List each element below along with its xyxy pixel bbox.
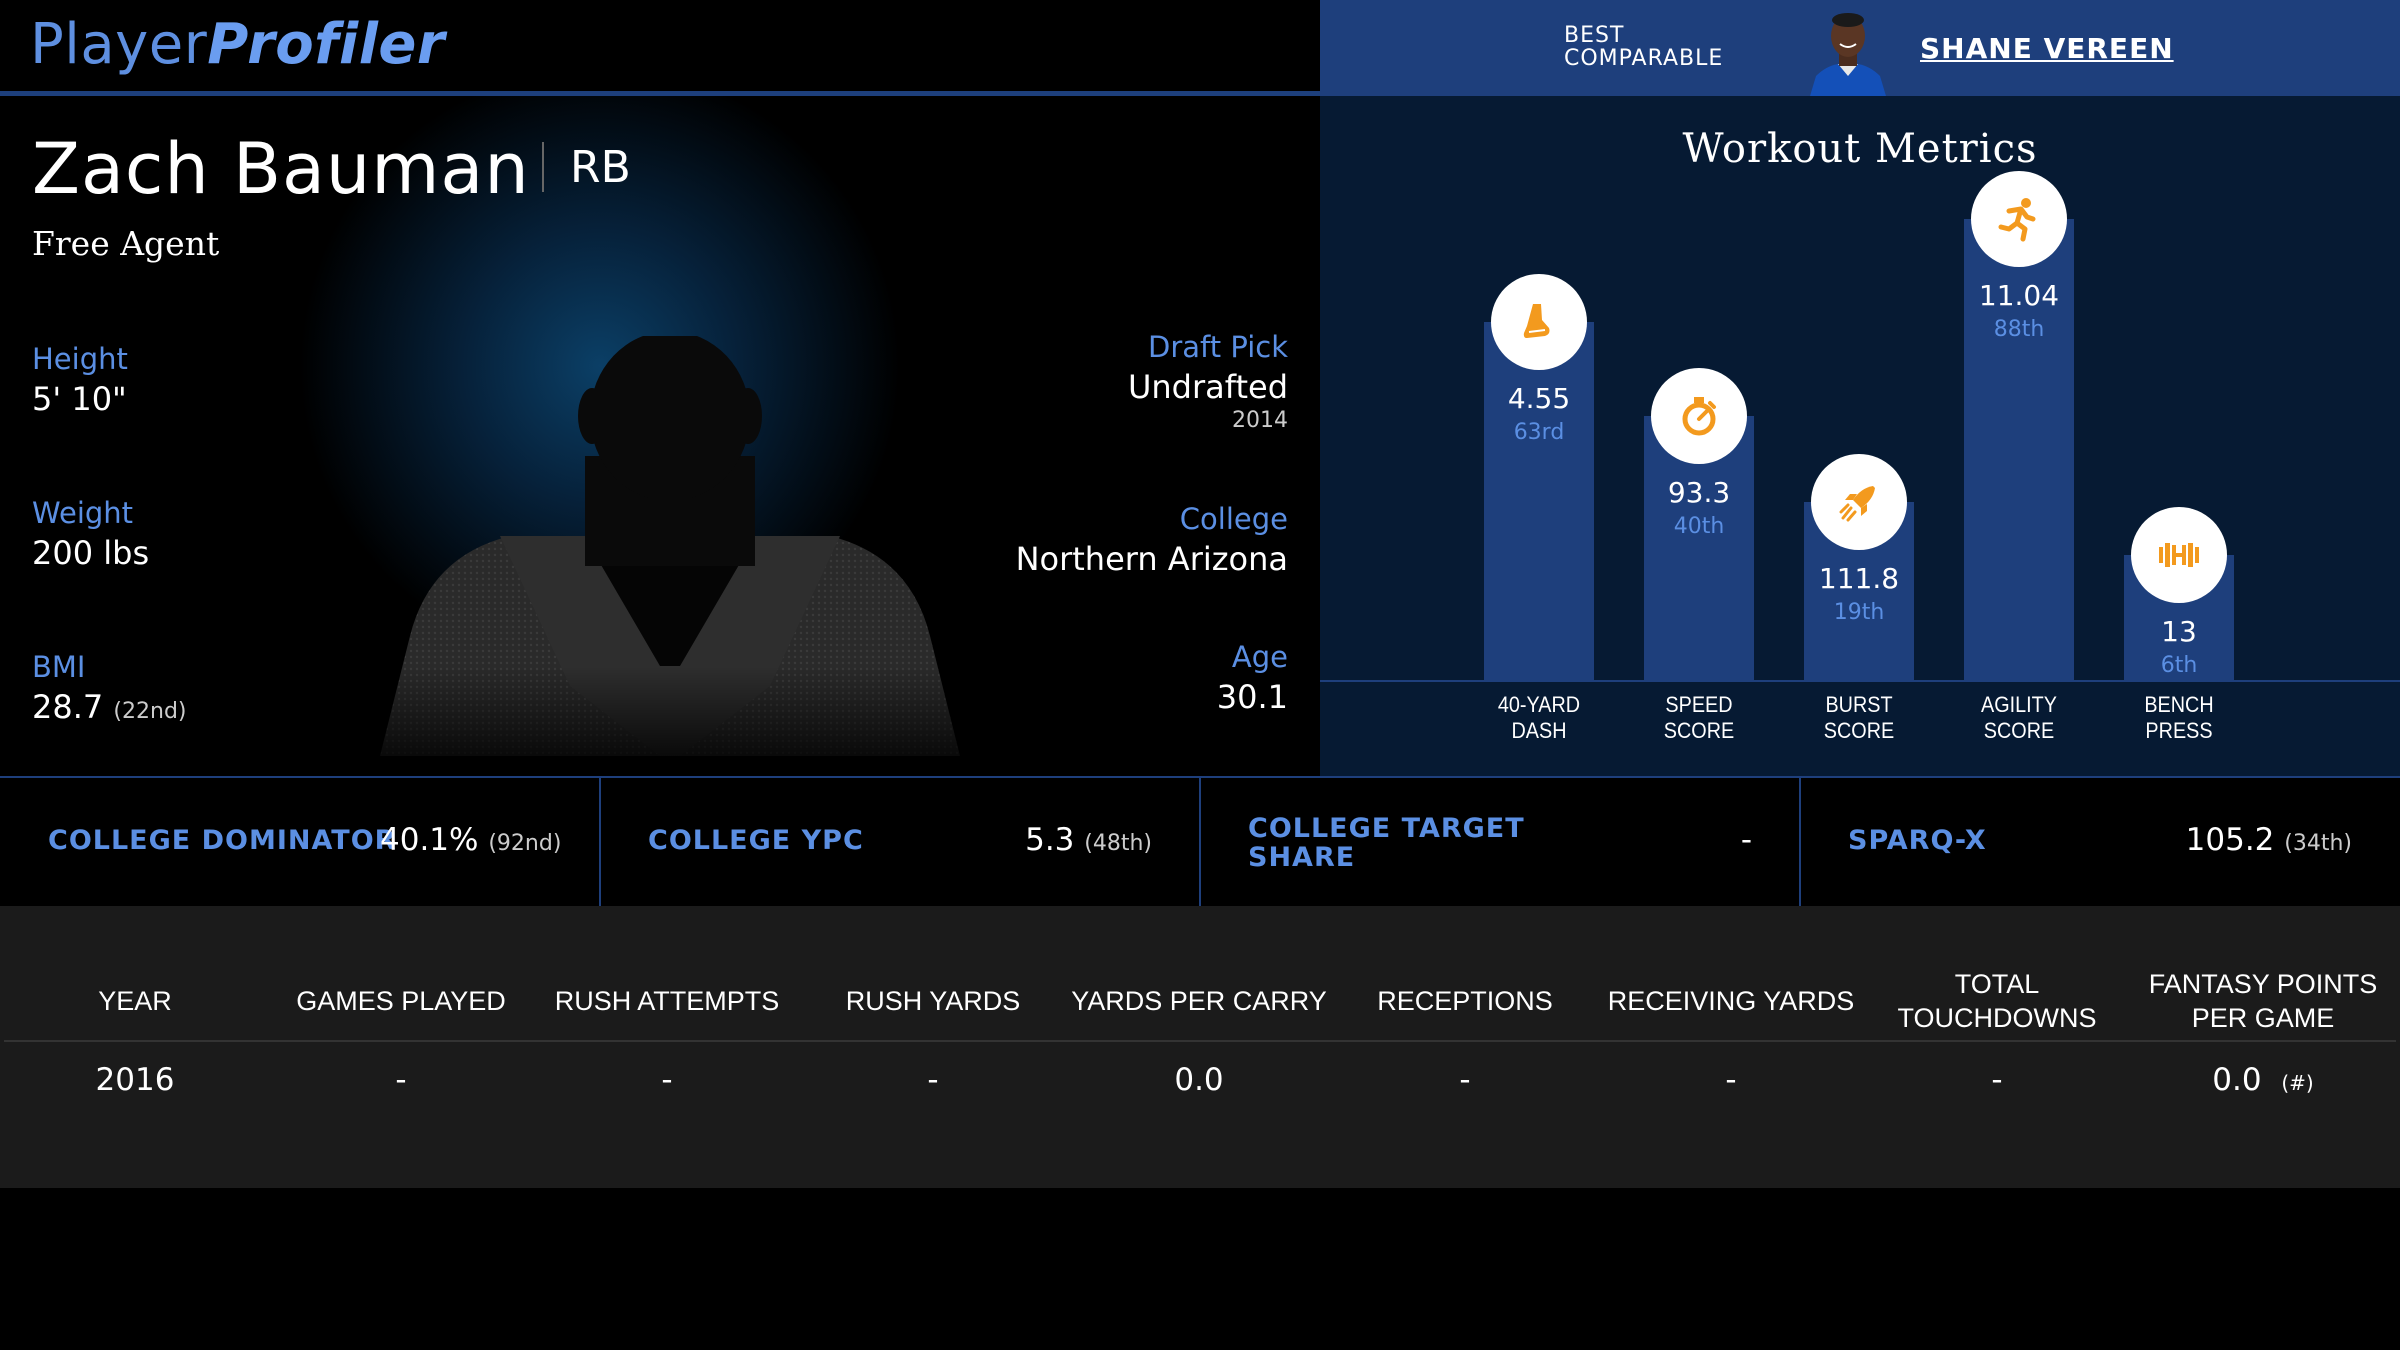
bar-percentile-40-yard-dash: 63rd — [1513, 419, 1565, 445]
column-header-yards-per-carry[interactable]: YARDS PER CARRY — [1071, 986, 1327, 1016]
bmi-value: 28.7 (22nd) — [32, 688, 187, 726]
cell-games-played: - — [395, 1062, 407, 1098]
draft-year: 2014 — [1232, 408, 1288, 433]
bar-agility-score — [1964, 219, 2074, 680]
metric-divider — [1199, 778, 1201, 908]
bmi-label: BMI — [32, 650, 86, 684]
column-header-games-played[interactable]: GAMES PLAYED — [296, 986, 506, 1016]
column-header-total-touchdowns[interactable]: TOTAL TOUCHDOWNS — [1897, 969, 2097, 1033]
metric-divider — [1799, 778, 1801, 908]
bar-percentile-agility-score: 88th — [1993, 317, 2045, 343]
draft-pick-label: Draft Pick — [1148, 330, 1288, 364]
metric-divider — [599, 778, 601, 908]
cell-fantasy-points-per-game: 0.0 (#) — [2212, 1062, 2314, 1098]
college-ypc-label: COLLEGE YPC — [648, 825, 864, 856]
best-comparable-label: BEST COMPARABLE — [1564, 23, 1724, 71]
logo-text-player: Player — [30, 12, 208, 77]
runner-icon — [1971, 171, 2067, 268]
cell-total-touchdowns: - — [1991, 1062, 2003, 1098]
cell-rush-attempts: - — [661, 1062, 673, 1098]
bar-value-burst-score: 111.8 — [1818, 562, 1900, 596]
sparq-x-value: 105.2 (34th) — [2185, 822, 2352, 858]
age-value: 30.1 — [1216, 678, 1288, 716]
workout-metrics-panel: Workout Metrics 4.55 63rd 40-YARD DASH 93.3 4… — [1320, 96, 2400, 776]
draft-pick-value: Undrafted — [1127, 368, 1288, 406]
bar-value-40-yard-dash: 4.55 — [1507, 381, 1571, 415]
workout-metrics-title: Workout Metrics — [1682, 126, 2038, 172]
bar-value-bench-press: 13 — [2161, 615, 2197, 649]
player-silhouette — [360, 331, 980, 776]
metric-college-dominator: COLLEGE DOMINATOR 40.1% (92nd) — [0, 778, 600, 906]
metric-college-ypc: COLLEGE YPC 5.3 (48th) — [600, 778, 1200, 906]
college-value: Northern Arizona — [1015, 540, 1288, 578]
cell-year: 2016 — [95, 1062, 175, 1098]
college-dominator-label: COLLEGE DOMINATOR — [48, 825, 397, 856]
bar-value-speed-score: 93.3 — [1667, 476, 1731, 509]
bar-label-speed-score: SPEED SCORE — [1663, 692, 1735, 743]
bar-percentile-burst-score: 19th — [1833, 600, 1885, 626]
playerprofiler-logo[interactable]: PlayerProfiler — [30, 12, 445, 77]
cell-receiving-yards: - — [1725, 1062, 1737, 1098]
bar-percentile-bench-press: 6th — [2160, 653, 2198, 679]
height-value: 5' 10" — [32, 380, 127, 418]
bar-label-agility-score: AGILITY SCORE — [1981, 692, 2057, 743]
shoe-icon — [1491, 273, 1587, 370]
column-header-year[interactable]: YEAR — [98, 986, 172, 1016]
table-header-divider — [4, 1040, 2396, 1042]
comparable-player-link[interactable]: SHANE VEREEN — [1920, 32, 2174, 65]
stopwatch-icon — [1651, 368, 1747, 464]
rocket-icon — [1811, 454, 1907, 551]
age-label: Age — [1231, 640, 1288, 674]
bar-percentile-speed-score: 40th — [1673, 514, 1725, 539]
weight-label: Weight — [32, 496, 134, 530]
column-header-rush-attempts[interactable]: RUSH ATTEMPTS — [554, 986, 780, 1016]
college-dominator-value: 40.1% (92nd) — [380, 822, 562, 858]
college-label: College — [1179, 502, 1288, 536]
season-stats-table: YEAR GAMES PLAYED RUSH ATTEMPTS RUSH YAR… — [0, 906, 2400, 1188]
college-metrics-strip: COLLEGE DOMINATOR 40.1% (92nd) COLLEGE Y… — [0, 776, 2400, 908]
player-team: Free Agent — [32, 224, 220, 263]
workout-bars: 4.55 63rd 40-YARD DASH 93.3 40th SPEED SCORE 111… — [1320, 96, 2400, 776]
bar-label-burst-score: BURST SCORE — [1823, 692, 1895, 743]
metric-sparq-x: SPARQ-X 105.2 (34th) — [1800, 778, 2400, 906]
college-ypc-value: 5.3 (48th) — [1025, 822, 1152, 858]
sparq-x-label: SPARQ-X — [1848, 825, 1987, 856]
player-profile-panel: Zach Bauman RB Free Agent — [0, 96, 1320, 776]
cell-rush-yards: - — [927, 1062, 939, 1098]
header-bar: PlayerProfiler — [0, 0, 1320, 96]
column-header-rush-yards[interactable]: RUSH YARDS — [845, 986, 1021, 1016]
cell-receptions: - — [1459, 1062, 1471, 1098]
weight-value: 200 lbs — [32, 534, 150, 572]
name-divider — [542, 142, 544, 192]
metric-college-target-share: COLLEGE TARGET SHARE - — [1200, 778, 1800, 906]
bar-value-agility-score: 11.04 — [1978, 279, 2060, 313]
dumbbell-icon — [2131, 507, 2227, 604]
bar-label-bench-press: BENCH PRESS — [2144, 692, 2214, 743]
comparable-player-avatar[interactable] — [1806, 6, 1890, 96]
player-name: Zach Bauman — [32, 128, 530, 210]
college-target-share-label: COLLEGE TARGET SHARE — [1248, 813, 1525, 873]
column-header-receiving-yards[interactable]: RECEIVING YARDS — [1607, 986, 1855, 1016]
column-header-fantasy-points-per-game[interactable]: FANTASY POINTS PER GAME — [2148, 969, 2378, 1033]
player-position: RB — [570, 142, 631, 193]
column-header-receptions[interactable]: RECEPTIONS — [1377, 986, 1553, 1016]
logo-text-profiler: Profiler — [207, 12, 446, 77]
bar-label-40-yard-dash: 40-YARD DASH — [1497, 692, 1581, 743]
height-label: Height — [32, 342, 128, 376]
bar-40-yard-dash — [1484, 321, 1594, 680]
bars-baseline — [1320, 680, 2400, 682]
bmi-rank: (22nd) — [113, 699, 187, 724]
cell-yards-per-carry: 0.0 — [1174, 1062, 1224, 1098]
college-target-share-value: - — [1740, 822, 1752, 858]
best-comparable-bar: BEST COMPARABLE SHANE VEREEN — [1320, 0, 2400, 96]
